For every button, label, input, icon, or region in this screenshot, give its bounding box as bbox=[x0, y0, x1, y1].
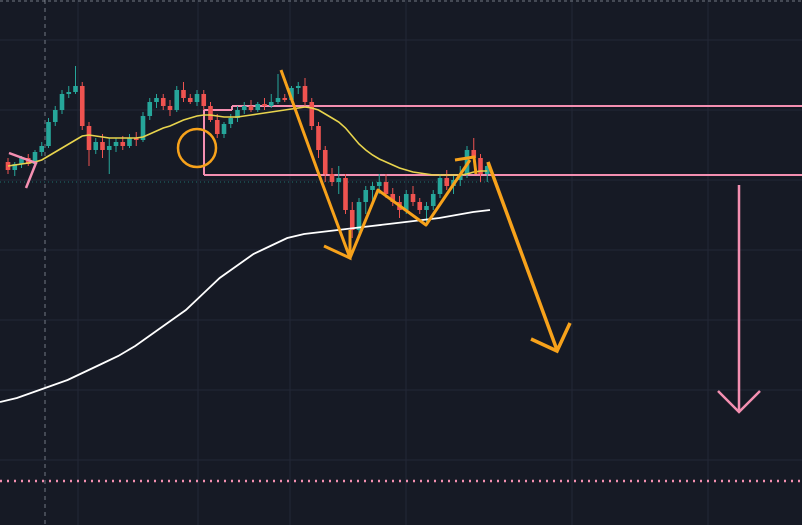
candle-body-up bbox=[106, 146, 112, 150]
zigzag-arrowhead-high bbox=[454, 155, 478, 175]
candle-body-down bbox=[79, 86, 85, 126]
candle-body-up bbox=[19, 158, 24, 164]
candle-body-up bbox=[370, 186, 375, 190]
candle-body-up bbox=[336, 178, 342, 182]
candle-body-down bbox=[120, 142, 126, 146]
candle-body-up bbox=[93, 142, 99, 150]
short-moving-average-line bbox=[7, 106, 488, 176]
candle-body-up bbox=[376, 182, 382, 186]
target-arrowhead bbox=[717, 390, 761, 414]
candle-body-down bbox=[478, 158, 483, 174]
candle-body-up bbox=[484, 166, 490, 174]
candle-body-down bbox=[181, 90, 186, 98]
candle-body-down bbox=[262, 104, 267, 106]
candle-body-down bbox=[309, 102, 315, 126]
candle-body-up bbox=[268, 102, 274, 106]
candle-body-down bbox=[349, 210, 355, 230]
entry-marker bbox=[8, 151, 38, 189]
candle-body-down bbox=[322, 150, 328, 174]
candle-body-up bbox=[73, 86, 78, 92]
candle-body-up bbox=[113, 142, 119, 146]
candle-body-up bbox=[403, 194, 409, 210]
candle-body-down bbox=[208, 106, 213, 120]
price-levels bbox=[0, 105, 802, 483]
forecast-arrow-line bbox=[486, 161, 559, 351]
candle-body-up bbox=[430, 194, 436, 206]
candle-body-up bbox=[12, 164, 18, 170]
candle-body-down bbox=[390, 194, 396, 202]
candle-body-up bbox=[356, 202, 362, 230]
candle-body-down bbox=[329, 174, 335, 182]
candle-body-down bbox=[5, 162, 11, 170]
candle-body-up bbox=[235, 110, 240, 118]
candle-body-down bbox=[86, 126, 92, 150]
candle-body-up bbox=[228, 118, 234, 124]
candle-body-up bbox=[295, 86, 301, 88]
candle-body-down bbox=[302, 86, 308, 102]
moving-averages bbox=[0, 106, 491, 403]
candle-body-up bbox=[59, 94, 65, 110]
candle-body-up bbox=[154, 98, 159, 102]
candle-body-up bbox=[39, 146, 45, 152]
candle-body-down bbox=[214, 120, 220, 134]
candle-body-down bbox=[201, 94, 207, 106]
candle-body-down bbox=[471, 150, 477, 158]
candle-body-up bbox=[255, 104, 261, 110]
candle-body-down bbox=[100, 142, 105, 150]
candle-body-down bbox=[133, 138, 139, 140]
candle-body-up bbox=[424, 206, 429, 210]
candle-body-down bbox=[316, 126, 321, 150]
candle-body-up bbox=[275, 98, 281, 102]
candle-body-up bbox=[46, 122, 51, 146]
candle-body-down bbox=[410, 194, 416, 202]
candle-body-up bbox=[174, 90, 180, 110]
candle-body-down bbox=[343, 178, 348, 210]
candle-body-down bbox=[282, 98, 288, 100]
candle-body-up bbox=[140, 116, 146, 140]
candle-body-up bbox=[147, 102, 153, 116]
candle-body-down bbox=[383, 182, 389, 194]
candle-body-up bbox=[52, 110, 58, 122]
candle-body-down bbox=[248, 106, 254, 110]
candlestick-series bbox=[5, 66, 490, 238]
candle-body-up bbox=[363, 190, 369, 202]
zigzag-pattern bbox=[279, 69, 472, 260]
drawing-annotations bbox=[8, 69, 761, 414]
candle-body-up bbox=[241, 106, 247, 110]
forecast-arrowhead bbox=[530, 322, 572, 354]
candle-body-down bbox=[167, 106, 173, 110]
candle-body-up bbox=[127, 138, 132, 146]
highlight-circle bbox=[176, 127, 218, 169]
candle-body-down bbox=[417, 202, 423, 210]
candle-body-up bbox=[66, 92, 72, 94]
long-moving-average-line bbox=[0, 209, 491, 403]
candle-body-down bbox=[160, 98, 166, 106]
candle-body-up bbox=[289, 88, 294, 100]
candle-body-up bbox=[221, 124, 227, 134]
zigzag-arrowhead-low bbox=[323, 230, 352, 261]
candle-body-up bbox=[32, 152, 38, 164]
candle-body-up bbox=[194, 94, 200, 102]
candle-body-down bbox=[444, 178, 450, 186]
candle-body-up bbox=[437, 178, 443, 194]
candle-body-down bbox=[187, 98, 193, 102]
